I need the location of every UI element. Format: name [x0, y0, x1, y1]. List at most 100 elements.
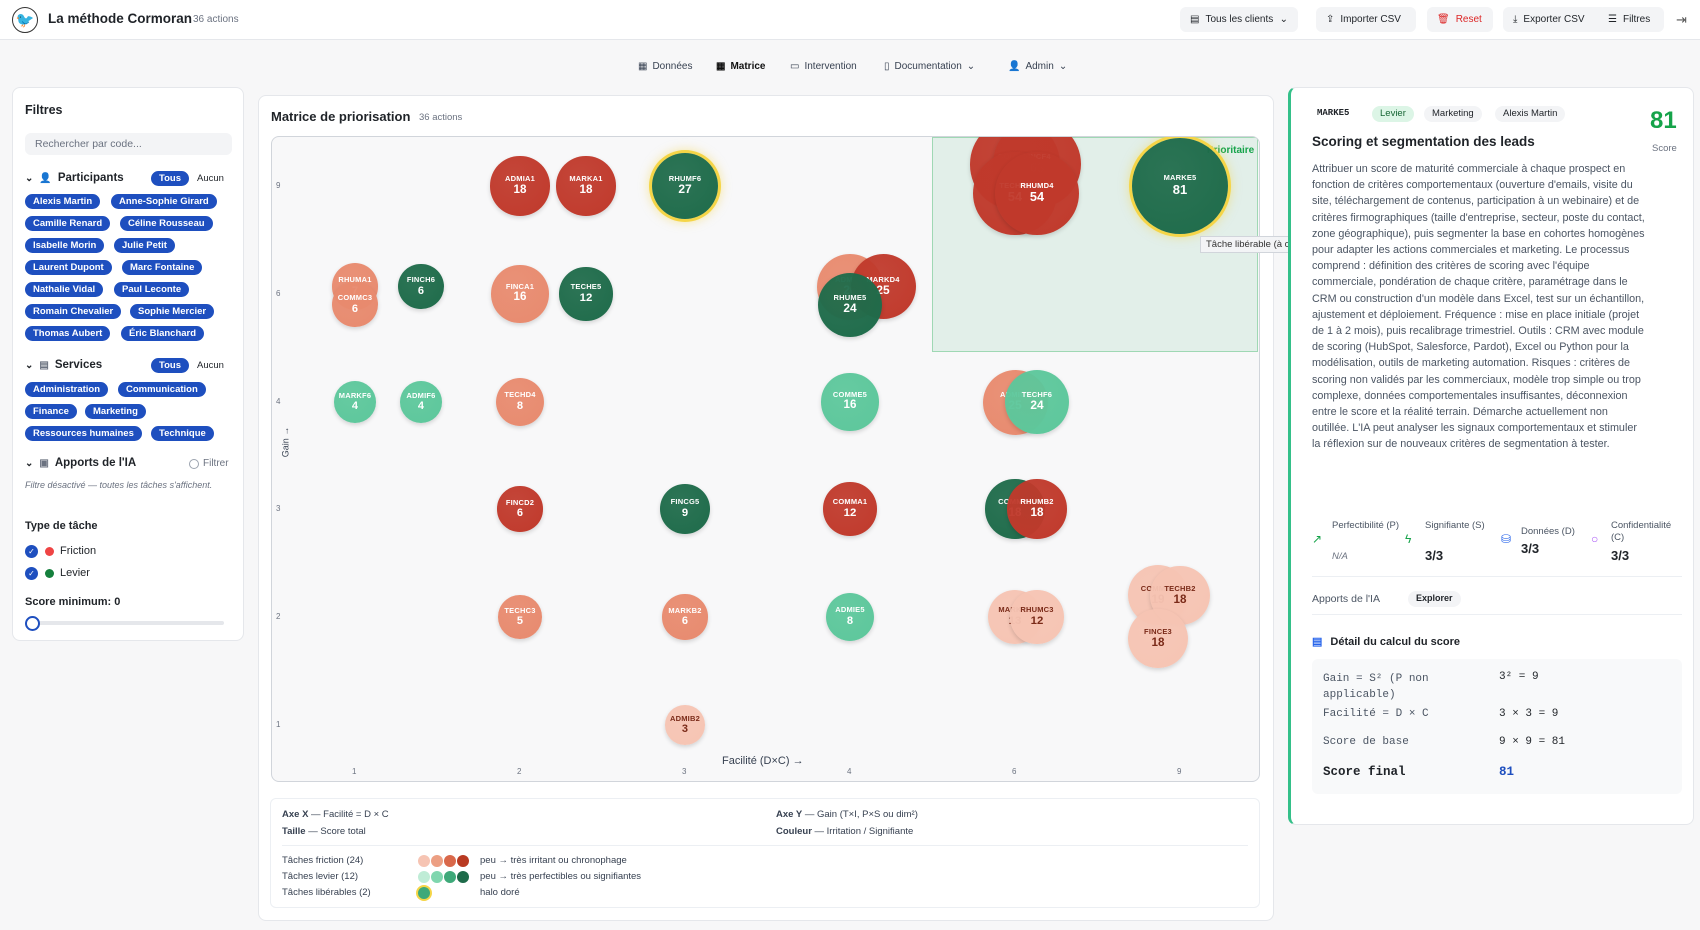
participants-header[interactable]: ⌄ 👤 Participants — [25, 172, 124, 184]
chip-participant[interactable]: Thomas Aubert — [25, 326, 111, 341]
tab-intervention[interactable]: ▭ Intervention — [790, 56, 857, 76]
bubble-finca1[interactable]: FINCA1 16 — [491, 265, 549, 323]
bubble-rhumc3[interactable]: RHUMC3 12 — [1010, 590, 1064, 644]
chip-service[interactable]: Administration — [25, 382, 109, 397]
legend-levier: Tâches levier (12) — [282, 871, 359, 882]
legend-levier-desc: peu → très perfectibles ou signifiantes — [480, 871, 642, 882]
bubble-techc3[interactable]: TECHC3 5 — [498, 595, 542, 639]
bubble-comme5[interactable]: COMME5 16 — [821, 373, 879, 431]
levier-checkbox[interactable]: ✓ — [25, 567, 38, 580]
top-bar: 🐦 La méthode Cormoran 36 actions ▤ Tous … — [0, 0, 1700, 40]
bubble-code: RHUMB2 — [1020, 497, 1054, 507]
x-tick-label: 9 — [1177, 767, 1182, 776]
detail-ia-tag: Explorer — [1408, 591, 1461, 607]
matrix-title: Matrice de priorisation — [271, 109, 411, 124]
reset-button[interactable]: 🗑 Reset — [1427, 7, 1493, 32]
chip-service[interactable]: Finance — [25, 404, 77, 419]
legend-levier-swatch — [418, 871, 430, 883]
chip-participant[interactable]: Julie Petit — [114, 238, 175, 253]
ia-filter-toggle[interactable]: Filtrer — [189, 458, 229, 469]
metric-perf-label: Perfectibilité (P) — [1332, 520, 1400, 531]
chip-participant[interactable]: Alexis Martin — [25, 194, 101, 209]
bubble-marke5[interactable]: MARKE5 81 — [1132, 138, 1228, 234]
detail-owner-badge: Alexis Martin — [1495, 106, 1566, 122]
main-nav: ▦ Données ▦ Matrice ▭ Intervention ▯ Documen… — [0, 56, 1700, 76]
bubble-admib2[interactable]: ADMIB2 3 — [665, 705, 705, 745]
bubble-admif6[interactable]: ADMIF6 4 — [400, 381, 442, 423]
bubble-code: MARKA1 — [569, 174, 603, 184]
bubble-rhumb2[interactable]: RHUMB2 18 — [1007, 479, 1067, 539]
chip-participant[interactable]: Éric Blanchard — [121, 326, 205, 341]
chip-participant[interactable]: Paul Leconte — [114, 282, 190, 297]
bubble-markb2[interactable]: MARKB2 6 — [662, 594, 708, 640]
services-header[interactable]: ⌄ ▤ Services — [25, 359, 102, 371]
tab-data[interactable]: ▦ Données — [638, 56, 692, 76]
trend-icon: ↗ — [1312, 532, 1323, 546]
filters-button[interactable]: ☰ Filtres — [1598, 7, 1664, 32]
services-none-button[interactable]: Aucun — [197, 360, 224, 371]
chip-participant[interactable]: Laurent Dupont — [25, 260, 112, 275]
calendar-icon: ▭ — [790, 60, 800, 72]
calc-box: Gain = S² (P non applicable) 3² = 9 Faci… — [1312, 659, 1682, 794]
bubble-techd4[interactable]: TECHD4 8 — [495, 377, 545, 427]
bubble-code: COMMA1 — [832, 497, 868, 507]
legend-levier-swatch — [431, 871, 443, 883]
calculator-icon: ▤ — [1312, 636, 1323, 648]
export-csv-button[interactable]: ⤓ Exporter CSV — [1503, 7, 1607, 32]
bubble-rhume5[interactable]: RHUME5 24 — [817, 272, 883, 337]
document-icon: ▯ — [884, 60, 890, 72]
tab-documentation[interactable]: ▯ Documentation ⌄ — [884, 56, 975, 76]
bubble-admia1[interactable]: ADMIA1 18 — [490, 156, 550, 216]
search-input[interactable]: Rechercher par code... — [25, 133, 232, 155]
min-score-slider-thumb[interactable] — [25, 616, 40, 631]
client-select[interactable]: ▤ Tous les clients ⌄ — [1180, 7, 1298, 32]
chip-participant[interactable]: Anne-Sophie Girard — [111, 194, 217, 209]
bubble-commc3[interactable]: COMMC3 6 — [332, 282, 378, 328]
bubble-fincg5[interactable]: FINCG5 9 — [660, 484, 710, 534]
bubble-fincd2[interactable]: FINCD2 6 — [497, 486, 543, 532]
friction-checkbox[interactable]: ✓ — [25, 545, 38, 558]
bubble-markf6[interactable]: MARKF6 4 — [334, 381, 376, 423]
bubble-admie5[interactable]: ADMIE5 8 — [825, 592, 875, 642]
filter-lines-icon: ☰ — [1608, 14, 1617, 25]
participants-all-button[interactable]: Tous — [151, 171, 189, 186]
bubble-comma1[interactable]: COMMA1 12 — [823, 482, 877, 536]
legend-divider — [282, 845, 1248, 846]
cormorant-logo-icon[interactable]: 🐦 — [12, 7, 38, 33]
chip-participant[interactable]: Isabelle Morin — [25, 238, 105, 253]
services-all-button[interactable]: Tous — [151, 358, 189, 373]
min-score-slider-track[interactable] — [31, 621, 224, 625]
bubble-finch6[interactable]: FINCH6 6 — [398, 264, 444, 310]
import-csv-button[interactable]: ⇪ Importer CSV — [1316, 7, 1416, 32]
chip-service[interactable]: Ressources humaines — [25, 426, 142, 441]
import-csv-label: Importer CSV — [1340, 14, 1401, 25]
bubble-code: MARKB2 — [668, 605, 702, 615]
chip-participant[interactable]: Romain Chevalier — [25, 304, 122, 319]
participants-none-button[interactable]: Aucun — [197, 173, 224, 184]
bubble-rhumd4[interactable]: RHUMD4 54 — [995, 151, 1079, 235]
legend-color: — Irritation / Signifiante — [814, 826, 914, 837]
x-tick-label: 4 — [847, 767, 852, 776]
bubble-rhumf6[interactable]: RHUMF6 27 — [651, 152, 719, 220]
bubble-teche5[interactable]: TECHE5 12 — [559, 267, 613, 321]
x-tick-label: 1 — [352, 767, 357, 776]
chip-participant[interactable]: Sophie Mercier — [130, 304, 215, 319]
chip-service[interactable]: Communication — [118, 382, 206, 397]
bubble-fince3[interactable]: FINCE3 18 — [1128, 609, 1188, 669]
tab-matrix[interactable]: ▦ Matrice — [716, 56, 765, 76]
bubble-score: 18 — [1173, 592, 1187, 606]
chip-participant[interactable]: Marc Fontaine — [122, 260, 203, 275]
chip-participant[interactable]: Céline Rousseau — [120, 216, 213, 231]
bubble-code: RHUMC3 — [1020, 605, 1054, 615]
calc-header: ▤ Détail du calcul du score — [1312, 635, 1460, 649]
chip-service[interactable]: Marketing — [85, 404, 146, 419]
chip-participant[interactable]: Nathalie Vidal — [25, 282, 104, 297]
levier-label: Levier — [60, 567, 90, 579]
bubble-marka1[interactable]: MARKA1 18 — [556, 156, 616, 216]
ia-header[interactable]: ⌄ ▣ Apports de l'IA — [25, 457, 136, 469]
logout-icon[interactable]: ⇥ — [1676, 12, 1687, 27]
chip-service[interactable]: Technique — [151, 426, 214, 441]
chip-participant[interactable]: Camille Renard — [25, 216, 111, 231]
tab-admin[interactable]: 👤 Admin ⌄ — [1008, 56, 1067, 76]
bubble-techf6[interactable]: TECHF6 24 — [1004, 369, 1070, 435]
